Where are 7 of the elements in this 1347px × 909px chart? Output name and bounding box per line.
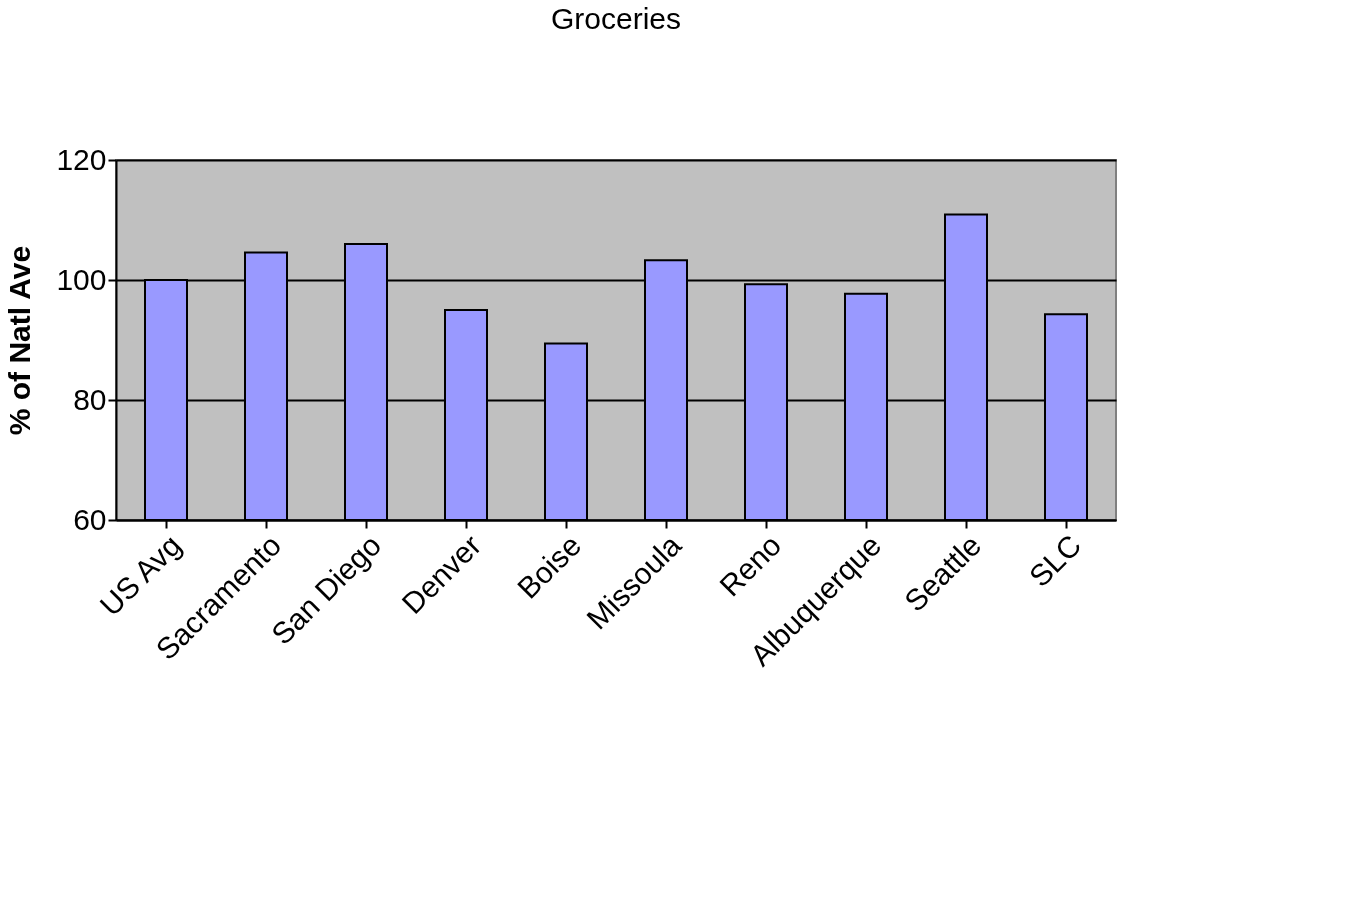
y-tick-label: 120 (56, 142, 107, 176)
y-axis-title: % of Natl Ave (3, 245, 37, 436)
y-tick-label: 60 (73, 502, 107, 536)
y-tick-label: 80 (73, 382, 107, 416)
y-tick-label: 100 (56, 262, 107, 296)
x-tick-label: SLC (1022, 528, 1088, 593)
chart-title: Groceries (550, 2, 682, 35)
